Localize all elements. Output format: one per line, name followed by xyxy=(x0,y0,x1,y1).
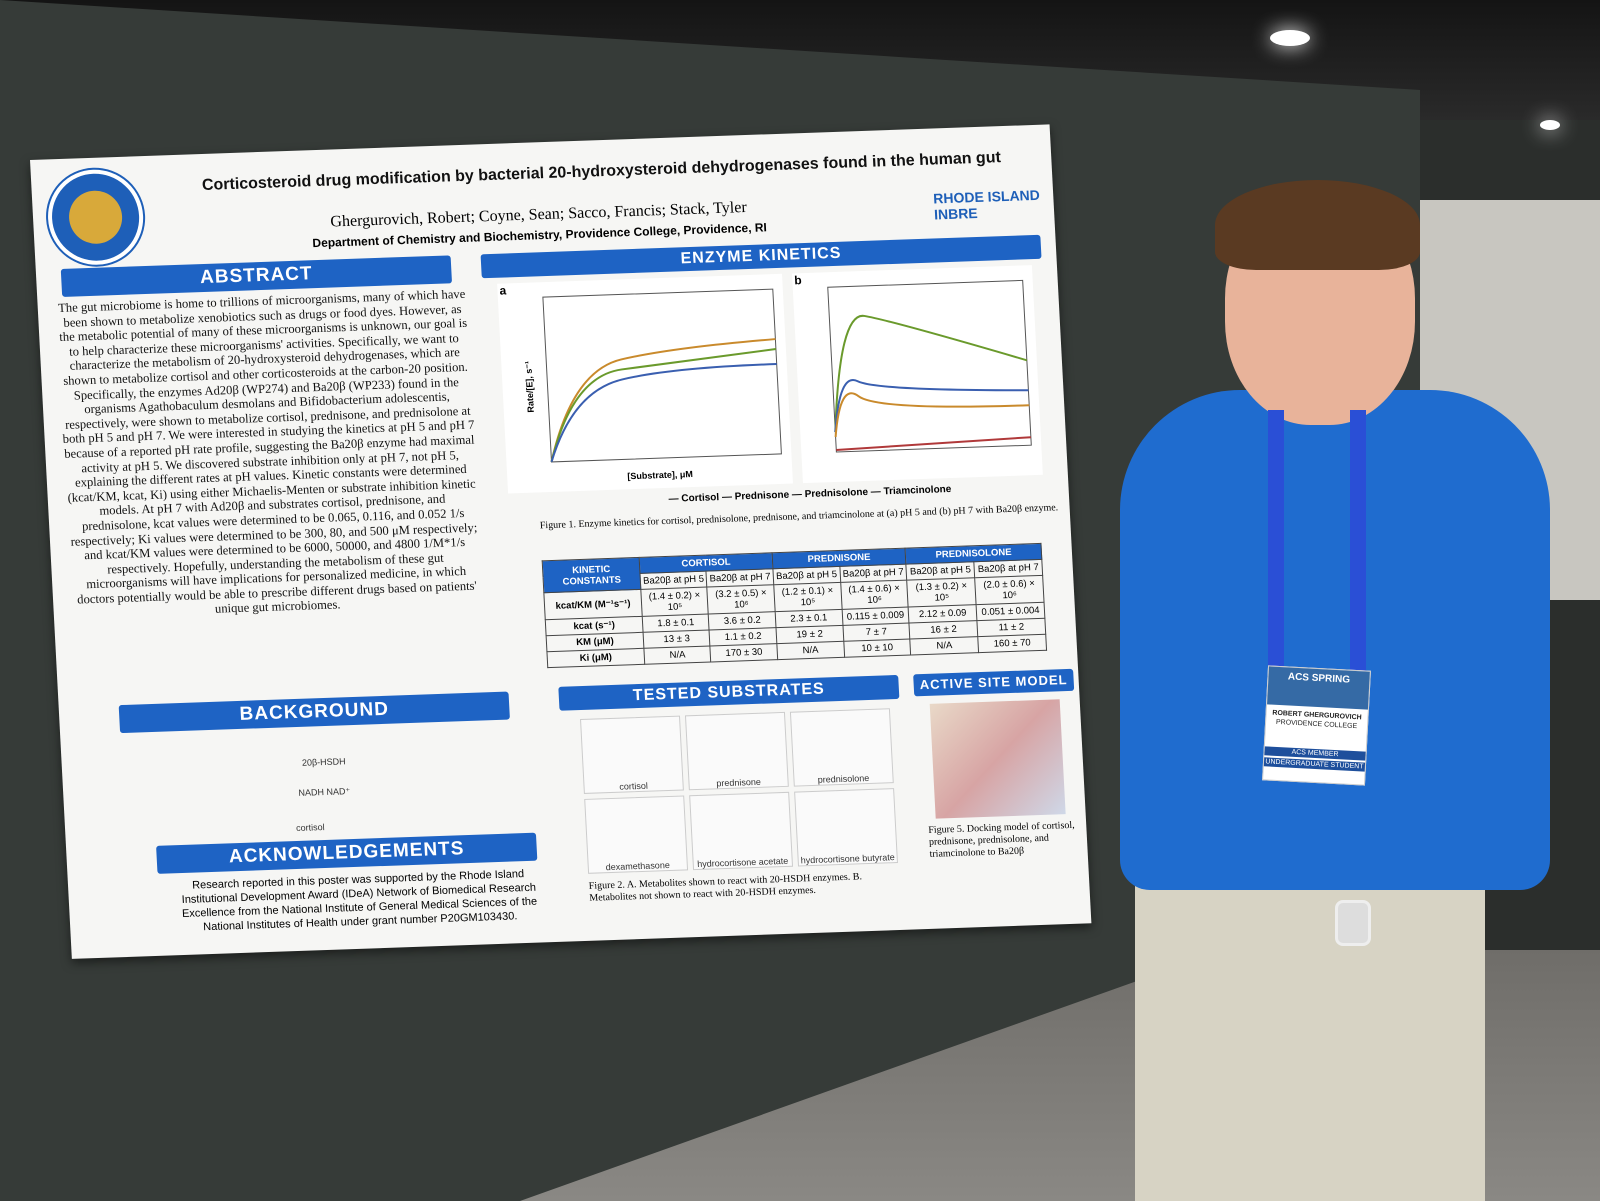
active-site-header: ACTIVE SITE MODEL xyxy=(913,668,1075,697)
ack-text: Research reported in this poster was sup… xyxy=(181,868,538,934)
curve-prednisone xyxy=(550,338,776,463)
table-cell: N/A xyxy=(643,645,712,665)
substrate-structure: hydrocortisone acetate xyxy=(689,791,794,871)
person-hair xyxy=(1215,180,1420,270)
lanyard xyxy=(1268,410,1284,680)
table-cell: N/A xyxy=(910,636,979,655)
person-shirt xyxy=(1120,390,1550,890)
substrate-label: hydrocortisone butyrate xyxy=(800,852,895,866)
row-label: Ki (μM) xyxy=(546,648,645,668)
y-axis-label: Rate/[E], s⁻¹ xyxy=(523,361,536,413)
substrate-label: hydrocortisone acetate xyxy=(696,855,789,870)
table-corner: KINETIC CONSTANTS xyxy=(542,557,641,593)
poster-title: Corticosteroid drug modification by bact… xyxy=(201,149,1002,194)
x-axis-label: [Substrate], μM xyxy=(627,469,693,481)
chart-b: b xyxy=(791,265,1043,484)
curve-prednisolone xyxy=(550,348,777,463)
table-cell: (1.2 ± 0.1) × 10⁵ xyxy=(773,582,842,612)
substrate-label: cortisol xyxy=(295,822,325,834)
chart-label: b xyxy=(793,273,803,288)
lanyard xyxy=(1350,410,1366,680)
substrate-label: cortisol xyxy=(619,780,649,792)
reaction-scheme: cortisol 20β-HSDH NADH NAD⁺ xyxy=(130,725,525,838)
curve-cortisol xyxy=(834,378,1029,433)
table-cell: 10 ± 10 xyxy=(843,639,911,658)
table-cell: (1.3 ± 0.2) × 10⁵ xyxy=(906,577,977,608)
chart-a: a Rate/[E], s⁻¹ [Substrate], μM xyxy=(497,273,793,494)
substrate-structure: cortisol xyxy=(580,715,684,794)
poster: Corticosteroid drug modification by bact… xyxy=(30,124,1092,959)
table-cell: (2.0 ± 0.6) × 10⁶ xyxy=(974,575,1045,605)
cofactor-label: NADH NAD⁺ xyxy=(298,786,351,798)
substrate-label: prednisone xyxy=(716,776,762,789)
inbre-logo: RHODE ISLAND INBRE xyxy=(932,186,1041,223)
table-cell: 160 ± 70 xyxy=(977,634,1047,653)
table-cell: (1.4 ± 0.2) × 10⁵ xyxy=(640,587,709,617)
kinetic-constants-table: KINETIC CONSTANTS CORTISOL PREDNISONE PR… xyxy=(542,543,1047,668)
enzyme-label: 20β-HSDH xyxy=(301,756,346,768)
table-cell: (1.4 ± 0.6) × 10⁶ xyxy=(840,580,909,610)
curve-cortisol xyxy=(550,363,777,463)
substrate-structure: hydrocortisone butyrate xyxy=(794,788,898,867)
person-pants xyxy=(1135,840,1485,1201)
substrate-structure: prednisone xyxy=(684,711,789,791)
figure2-caption: Figure 2. A. Metabolites shown to react … xyxy=(588,871,863,904)
curve-prednisone xyxy=(834,392,1030,438)
substrate-structure: dexamethasone xyxy=(584,795,689,874)
docking-model-image xyxy=(929,699,1066,819)
ceiling-light xyxy=(1540,120,1560,130)
ceiling-light xyxy=(1270,30,1310,46)
substrates-header: TESTED SUBSTRATES xyxy=(558,674,900,711)
plot-frame xyxy=(542,288,782,463)
substrate-structure: prednisolone xyxy=(789,708,894,787)
abstract-text: The gut microbiome is home to trillions … xyxy=(57,286,478,617)
smartwatch xyxy=(1335,900,1371,946)
figure1-caption: Figure 1. Enzyme kinetics for cortisol, … xyxy=(539,502,1059,532)
substrate-label: prednisolone xyxy=(817,772,870,785)
curve-prednisolone xyxy=(834,314,1028,433)
substrate-label: dexamethasone xyxy=(605,859,671,873)
figure5-caption: Figure 5. Docking model of cortisol, pre… xyxy=(928,819,1075,860)
college-logo xyxy=(45,168,146,267)
chart-label: a xyxy=(499,283,507,298)
row-label: kcat/KM (M⁻¹s⁻¹) xyxy=(543,589,643,620)
name-badge: ACS SPRING ROBERT GHERGUROVICH PROVIDENC… xyxy=(1262,665,1371,786)
curve-triamcinolone xyxy=(836,436,1031,451)
plot-frame xyxy=(827,279,1032,453)
table-cell: (3.2 ± 0.5) × 10⁶ xyxy=(707,584,776,615)
table-cell: N/A xyxy=(776,641,845,660)
badge-event: ACS SPRING xyxy=(1267,666,1370,710)
chart-legend: — Cortisol — Prednisone — Prednisolone —… xyxy=(668,483,952,505)
table-cell: 170 ± 30 xyxy=(710,643,778,662)
